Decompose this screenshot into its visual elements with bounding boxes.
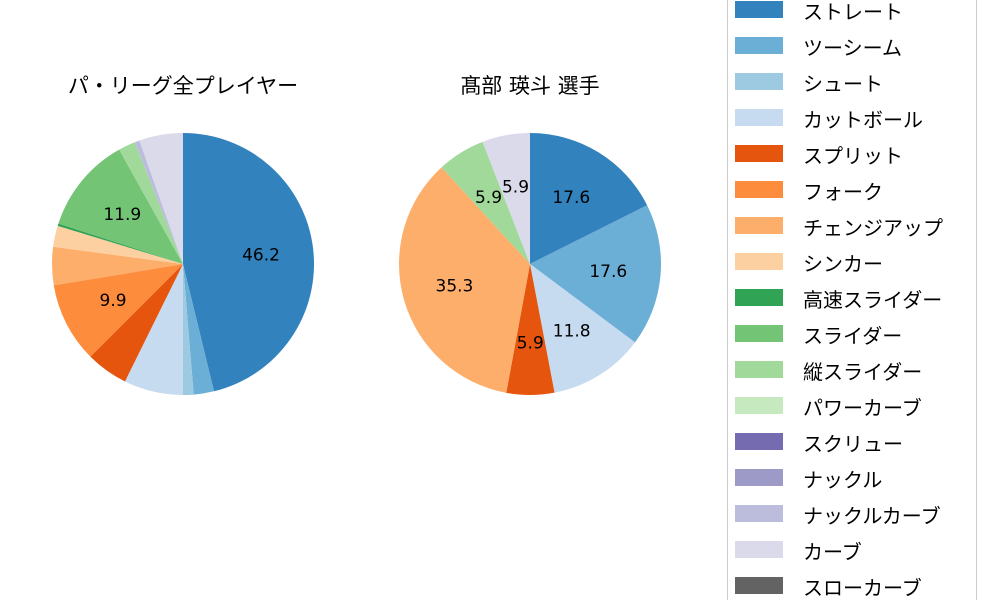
- legend-swatch: [735, 217, 783, 234]
- legend-label: スローカーブ: [803, 576, 922, 600]
- legend-label: パワーカーブ: [803, 396, 922, 420]
- slice-label: 5.9: [517, 334, 544, 354]
- legend-swatch: [735, 73, 783, 90]
- legend-item: 高速スライダー: [728, 286, 976, 312]
- legend-label: カーブ: [803, 540, 862, 564]
- pie-slice: [90, 264, 183, 382]
- legend-swatch: [735, 109, 783, 126]
- pie-slice: [134, 140, 183, 264]
- pie-slice: [52, 246, 183, 286]
- pie-slice: [441, 141, 530, 264]
- legend-swatch: [735, 541, 783, 558]
- legend-label: スクリュー: [803, 432, 903, 456]
- pie-slice: [124, 264, 183, 396]
- pie-slice: [183, 264, 214, 395]
- pie-slice: [530, 205, 661, 343]
- legend-swatch: [735, 505, 783, 522]
- legend-swatch: [735, 181, 783, 198]
- pie-slice: [139, 133, 183, 264]
- slice-label: 17.6: [552, 188, 590, 208]
- legend-item: スライダー: [728, 322, 976, 348]
- legend-label: シュート: [803, 72, 883, 96]
- legend-label: 高速スライダー: [803, 288, 943, 312]
- pie-slice: [530, 133, 648, 264]
- pie-slice: [506, 264, 555, 395]
- legend-swatch: [735, 145, 783, 162]
- legend-label: 縦スライダー: [803, 360, 923, 384]
- pie-slice: [53, 225, 183, 264]
- legend-label: ツーシーム: [803, 36, 902, 60]
- legend-swatch: [735, 397, 783, 414]
- slice-label: 46.2: [242, 246, 280, 266]
- legend-swatch: [735, 577, 783, 594]
- legend-swatch: [735, 37, 783, 54]
- slice-label: 11.9: [103, 205, 141, 225]
- legend-swatch: [735, 325, 783, 342]
- pie-slice: [530, 264, 636, 393]
- slice-label: 35.3: [436, 277, 474, 297]
- legend-item: ナックル: [728, 466, 976, 492]
- legend-label: スライダー: [803, 324, 903, 348]
- legend-label: チェンジアップ: [803, 216, 943, 240]
- left-chart-title: パ・リーグ全プレイヤー: [67, 74, 299, 98]
- pie-slice: [53, 264, 183, 357]
- legend-swatch: [735, 253, 783, 270]
- legend-label: カットボール: [803, 108, 923, 132]
- slice-label: 5.9: [475, 188, 502, 208]
- legend-item: チェンジアップ: [728, 214, 976, 240]
- legend-swatch: [735, 469, 783, 486]
- pie-slice: [58, 149, 183, 264]
- legend-item: 縦スライダー: [728, 358, 976, 384]
- legend-label: スプリット: [803, 144, 903, 168]
- pie-slice: [119, 142, 183, 264]
- legend-item: カーブ: [728, 538, 976, 564]
- legend-label: ストレート: [803, 0, 903, 24]
- legend-swatch: [735, 433, 783, 450]
- legend-item: スプリット: [728, 142, 976, 168]
- legend-item: パワーカーブ: [728, 394, 976, 420]
- legend-item: カットボール: [728, 106, 976, 132]
- pie-slice: [57, 223, 183, 264]
- slice-label: 5.9: [502, 178, 529, 198]
- pie-slice: [482, 133, 530, 264]
- legend-label: ナックル: [803, 468, 883, 492]
- slice-label: 9.9: [100, 291, 127, 311]
- pie-slice: [398, 167, 530, 393]
- legend-swatch: [735, 1, 783, 18]
- right-chart-title: 髙部 瑛斗 選手: [460, 74, 600, 98]
- legend-label: フォーク: [803, 180, 883, 204]
- legend-swatch: [735, 289, 783, 306]
- pie-slice: [183, 133, 315, 392]
- legend-label: ナックルカーブ: [803, 504, 941, 528]
- slice-label: 11.8: [553, 322, 591, 342]
- legend-item: シュート: [728, 70, 976, 96]
- pie-slice: [183, 264, 194, 395]
- legend-item: スクリュー: [728, 430, 976, 456]
- slice-label: 17.6: [589, 262, 627, 282]
- legend-item: スローカーブ: [728, 574, 976, 600]
- legend-item: シンカー: [728, 250, 976, 276]
- legend-item: ナックルカーブ: [728, 502, 976, 528]
- legend: ストレートツーシームシュートカットボール スプリットフォークチェンジアップ シンカー…: [727, 0, 977, 600]
- legend-item: フォーク: [728, 178, 976, 204]
- legend-item: ツーシーム: [728, 34, 976, 60]
- legend-label: シンカー: [803, 252, 883, 276]
- legend-item: ストレート: [728, 0, 976, 24]
- legend-swatch: [735, 361, 783, 378]
